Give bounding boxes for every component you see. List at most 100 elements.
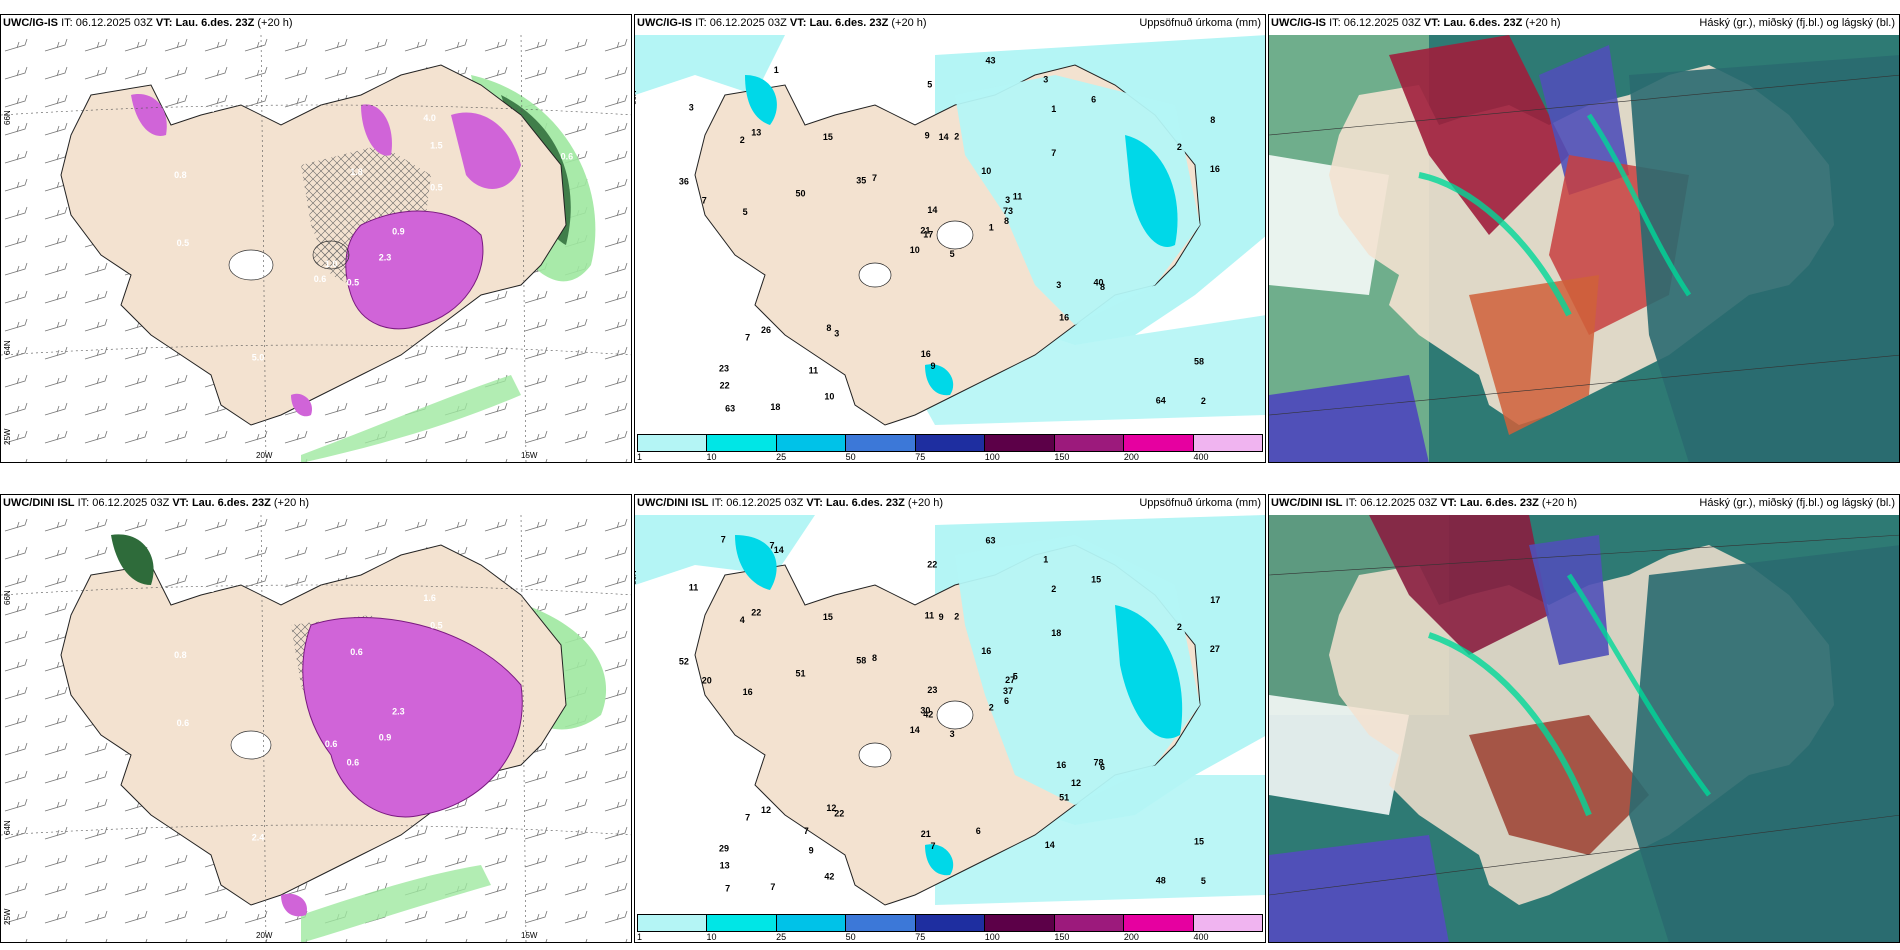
colorbar-segment [846, 435, 916, 451]
map-value-label: 21 [921, 829, 931, 839]
map-value-label: 5 [927, 80, 932, 90]
map-value-label: 63 [986, 536, 996, 546]
map-value-label: 1.0 [553, 897, 566, 907]
map-value-label: 0.6 [350, 647, 363, 657]
map-value-label: 18 [770, 402, 780, 412]
map-value-label: 5 [743, 207, 748, 217]
map-cloud[interactable] [1269, 515, 1899, 942]
map-value-label: 2 [1051, 584, 1056, 594]
map-precip[interactable]: 5 2 17 23 3 3 3 2 1 1 1 2 5 8 10 7 18 9 10 26 7 22 11 14 11 8 13 5 7… [635, 35, 1265, 435]
map-value-label: 15 [1194, 837, 1204, 847]
map-value-label: 6 [976, 826, 981, 836]
map-value-label: 0.6 [347, 758, 360, 768]
map-value-label: 0.5 [430, 183, 443, 193]
map-value-label: 58 [1194, 357, 1204, 367]
colorbar-segment [1193, 435, 1262, 451]
map-value-label: 2 [954, 132, 959, 142]
map-value-label: 6 [1100, 762, 1105, 772]
colorbar-tick-label: 1 [637, 932, 643, 942]
colorbar-segment [776, 435, 847, 451]
map-value-label: 17 [1210, 595, 1220, 605]
map-value-label: 14 [939, 132, 949, 142]
map-value-label: 12 [761, 805, 771, 815]
map-value-label: 7 [931, 841, 936, 851]
colorbar-segment [638, 435, 708, 451]
map-value-label: 7 [770, 541, 775, 551]
map-value-label: 2 [989, 702, 994, 712]
map-value-label: 20 [702, 675, 712, 685]
map-value-label: 1.0 [325, 259, 338, 269]
map-value-label: 0.5 [430, 621, 443, 631]
map-value-label: 0.8 [174, 170, 187, 180]
colorbar-segment [846, 915, 916, 931]
map-value-label: 42 [923, 709, 933, 719]
map-value-label: 11 [689, 583, 699, 593]
map-value-label: 14 [910, 725, 920, 735]
map-value-label: 2.2 [157, 866, 170, 876]
map-value-label: 5 [950, 249, 955, 259]
map-value-label: 0.5 [347, 278, 360, 288]
map-value-label: 14 [774, 545, 784, 555]
colorbar-segment [1054, 435, 1125, 451]
map-value-label: 18 [1051, 628, 1061, 638]
panel-header: UWC/IG-IS IT: 06.12.2025 03Z VT: Lau. 6.… [3, 17, 293, 29]
colorbar-segment [1124, 435, 1194, 451]
panel-header: UWC/DINI ISL IT: 06.12.2025 03Z VT: Lau.… [1271, 497, 1578, 509]
map-value-label: 11 [809, 365, 819, 375]
map-value-label: 63 [725, 404, 735, 414]
colorbar-segment [985, 915, 1055, 931]
colorbar-tick-label: 25 [776, 452, 787, 462]
map-value-label: 8 [1100, 282, 1105, 292]
map-value-label: 3 [1056, 280, 1061, 290]
map-value-label: 6 [1091, 95, 1096, 105]
map-value-label: 14 [1045, 840, 1055, 850]
map-cloud[interactable] [1269, 35, 1899, 462]
map-value-label: 3 [1005, 195, 1010, 205]
panel-dini-wind: UWC/DINI ISL IT: 06.12.2025 03Z VT: Lau.… [0, 494, 632, 943]
map-value-label: 4 [740, 615, 745, 625]
map-value-label: 26 [761, 325, 771, 335]
colorbar-tick-label: 200 [1123, 932, 1139, 942]
map-value-label: 13 [720, 860, 730, 870]
map-value-label: 78 [1094, 758, 1104, 768]
map-value-label: 0.4 [202, 104, 215, 114]
map-value-label: 40 [1094, 278, 1104, 288]
map-value-label: 51 [1059, 792, 1069, 802]
precip-colorbar-labels: 1 10 25 50 75 100 150 200 400 [637, 932, 1263, 942]
map-value-label: 10 [981, 166, 991, 176]
panel-igis-cloud: UWC/IG-IS IT: 06.12.2025 03Z VT: Lau. 6.… [1268, 14, 1900, 463]
panel-header: UWC/IG-IS IT: 06.12.2025 03Z VT: Lau. 6.… [1271, 17, 1561, 29]
panel-dini-precip: UWC/DINI ISL IT: 06.12.2025 03Z VT: Lau.… [634, 494, 1266, 943]
map-value-label: 7 [745, 333, 750, 343]
map-value-label: 0.3 [202, 584, 215, 594]
map-value-label: 6 [1004, 696, 1009, 706]
map-value-label: 16 [921, 349, 931, 359]
colorbar-tick-label: 1 [637, 452, 643, 462]
map-value-label: 2 [1177, 622, 1182, 632]
map-value-label: 0.5 [177, 238, 190, 248]
map-precip[interactable]: 3 4 42 29 27 22 1 2 2 2 14 5 16 17 14 18 7 11 16 12 8 13 9 9 5 6 2… [635, 515, 1265, 915]
map-value-label: 22 [834, 808, 844, 818]
map-value-label: 13 [751, 128, 761, 138]
map-value-label: 48 [1156, 876, 1166, 886]
map-wind[interactable]: 0.5 0.8 1.0 1.1 0.9 5.0 4.0 1.8 1.5 2.3 0.4 0.6 0.5 0… [1, 35, 631, 462]
map-value-label: 2.3 [379, 253, 392, 263]
lon-label-25w: 25W [3, 908, 12, 925]
map-wind[interactable]: 0.6 0.8 0.6 2.2 2.3 2.4 1.6 0.6 0.5 0.9 0.3 1.0 0.6 [1, 515, 631, 942]
map-value-label: 7 [804, 826, 809, 836]
map-value-label: 15 [823, 612, 833, 622]
colorbar-tick-label: 100 [984, 932, 1000, 942]
map-value-label: 10 [910, 245, 920, 255]
map-value-label: 30 [920, 706, 930, 716]
map-value-label: 1 [1043, 555, 1048, 565]
colorbar-tick-label: 50 [845, 932, 856, 942]
map-value-label: 9 [939, 612, 944, 622]
colorbar-tick-label: 150 [1054, 452, 1070, 462]
map-value-label: 50 [796, 189, 806, 199]
map-value-label: 2.4 [252, 833, 265, 843]
map-value-label: 2.3 [392, 707, 405, 717]
panel-header: UWC/DINI ISL IT: 06.12.2025 03Z VT: Lau.… [637, 497, 944, 509]
map-value-label: 5 [1201, 876, 1206, 886]
map-value-label: 0.8 [174, 650, 187, 660]
map-value-label: 8 [872, 653, 877, 663]
